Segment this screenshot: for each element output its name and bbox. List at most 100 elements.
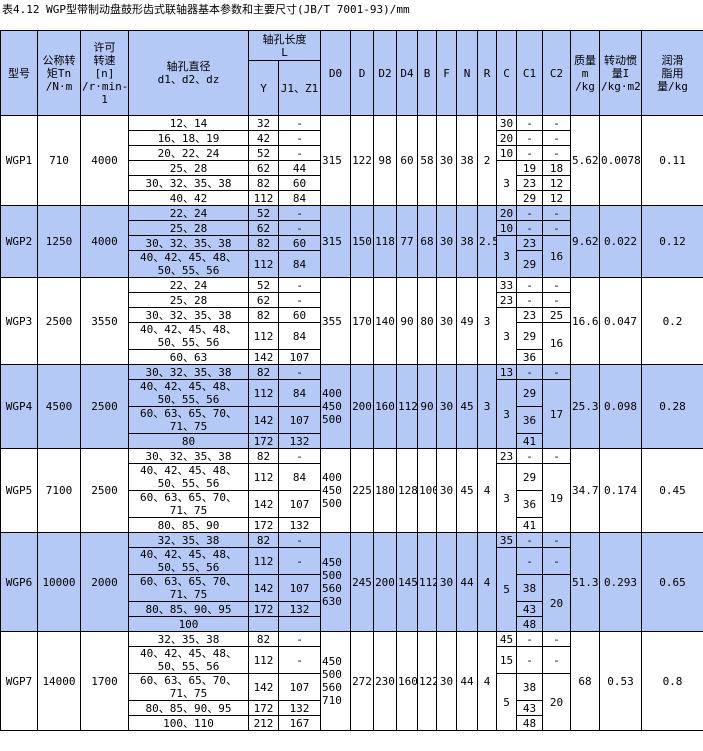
bore-length-j1-z1-cell: 84 [278,379,321,407]
r-cell: 4 [477,631,497,731]
bore-length-y-cell: 82 [248,631,279,647]
bore-diameter-cell: 60、63、65、70、 71、75 [128,490,249,518]
bore-length-j1-z1-cell: 132 [278,601,321,617]
bore-length-y-cell: 112 [248,322,279,350]
mass-cell: 68 [570,631,600,731]
torque-cell: 14000 [37,631,81,731]
table-row: 20、22、24 52-10- - [1,145,703,161]
bore-diameter-cell: 40、42、45、48、 50、55、56 [128,322,249,350]
header-c1: C1 [516,30,543,116]
bore-length-j1-z1-cell: 132 [278,433,321,449]
c2-cell: - [542,130,571,146]
bore-length-j1-z1-cell: 60 [278,307,321,323]
bore-length-y-cell: 172 [248,700,279,716]
c1-cell: - [516,220,543,236]
bore-length-j1-z1-cell: - [278,220,321,236]
bore-length-j1-z1-cell: 84 [278,463,321,491]
n-cell: 45 [456,364,478,449]
c1-cell: - [516,448,543,464]
bore-diameter-cell: 25、28 [128,220,249,236]
bore-length-y-cell: 112 [248,379,279,407]
bore-diameter-cell: 16、18、19 [128,130,249,146]
bore-diameter-cell: 60、63、65、70、 71、75 [128,406,249,434]
bore-length-j1-z1-cell: 84 [278,322,321,350]
c1-cell: 36 [516,349,543,365]
table-row: 30、32、35、38 82 60 3 23 16 [1,235,703,278]
table-row: 30、32、35、38 82 60 3 23 25 [1,307,703,365]
header-d: D [350,30,374,116]
inertia-cell: 0.0078 [599,115,642,206]
bore-length-j1-z1-cell: 132 [278,517,321,533]
bore-length-j1-z1-cell: 44 [278,160,321,176]
table-row: 40、42、45、48、 50、55、56 112 84 29 [1,250,703,278]
model-cell: WGP4 [0,364,38,449]
table-row: 40、42、45、48、 50、55、56 112-15- - [1,646,703,674]
d2-cell: 118 [373,205,397,278]
d-cell: 272 [350,631,374,731]
header-bore-diameter: 轴孔直径 d1、d2、dz [128,30,249,116]
mass-cell: 5.62 [570,115,600,206]
bore-diameter-cell: 30、32、35、38 [128,235,249,251]
c2-cell: - [542,220,571,236]
d4-cell: 128 [396,448,418,533]
bore-length-y-cell: 142 [248,490,279,518]
c1-cell: - [516,205,543,221]
table-body: WGP1 710 4000 12、14 32-315 122 98 60 58 30 38 2 30- -… [0,115,703,731]
d4-cell: 112 [396,364,418,449]
f-cell: 30 [436,364,457,449]
c1-cell: - [516,547,543,575]
c2-cell: - [542,277,571,293]
b-cell: 112 [417,532,437,632]
torque-cell: 7100 [37,448,81,533]
d2-cell: 200 [373,532,397,632]
c2-cell: - [542,115,571,131]
header-j1-z1: J1、Z1 [278,60,321,116]
c-cell: 23 [496,292,517,308]
inertia-cell: 0.53 [599,631,642,731]
header-y: Y [248,60,279,116]
header-torque: 公称转 矩Tn /N·m [37,30,81,116]
c-cell: 23 [496,448,517,464]
b-cell: 122 [417,631,437,731]
grease-cell: 0.28 [641,364,703,449]
model-cell: WGP1 [0,115,38,206]
torque-cell: 4500 [37,364,81,449]
table-row: 60、63、65、70、 71、75 142 107 36 [1,490,703,518]
bore-length-y-cell: 62 [248,160,279,176]
bore-length-y-cell: 62 [248,220,279,236]
c1-cell: - [516,631,543,647]
d4-cell: 90 [396,277,418,365]
bore-length-y-cell: 62 [248,292,279,308]
bore-length-j1-z1-cell: - [278,364,321,380]
bore-diameter-cell: 40、42、45、48、 50、55、56 [128,379,249,407]
bore-diameter-cell: 22、24 [128,277,249,293]
table-row: WGP3 2500 3550 22、24 52-355 170 140 90 80 30 49 3 33… [0,277,703,365]
bore-diameter-cell: 80 [128,433,249,449]
bore-length-j1-z1-cell: - [278,277,321,293]
c2-cell: - [542,448,571,464]
d2-cell: 180 [373,448,397,533]
header-n: N [456,30,478,116]
bore-length-j1-z1-cell: - [278,631,321,647]
torque-cell: 2500 [37,277,81,365]
bore-diameter-cell: 22、24 [128,205,249,221]
bore-length-y-cell: 212 [248,715,279,731]
grease-cell: 0.45 [641,448,703,533]
bore-diameter-cell: 32、35、38 [128,532,249,548]
f-cell: 30 [436,205,457,278]
table-row: 60、63、65、70、 71、75 142 107 5 38 20 [1,673,703,731]
bore-length-y-cell: 82 [248,235,279,251]
speed-cell: 4000 [80,115,129,206]
table-row: 40、42、45、48、 50、55、56 112 84 29 16 [1,322,703,365]
n-cell: 44 [456,631,478,731]
r-cell: 4 [477,448,497,533]
d-cell: 200 [350,364,374,449]
c2-cell: 17 [542,379,571,449]
header-model: 型号 [0,30,38,116]
c2-cell: 12 [542,190,571,206]
header-b: B [417,30,437,116]
header-r: R [477,30,497,116]
bore-length-y-cell: 52 [248,277,279,293]
c1-cell: 36 [516,406,543,434]
table-row: WGP21250400022、2452-315150118776830382.5… [0,205,703,278]
